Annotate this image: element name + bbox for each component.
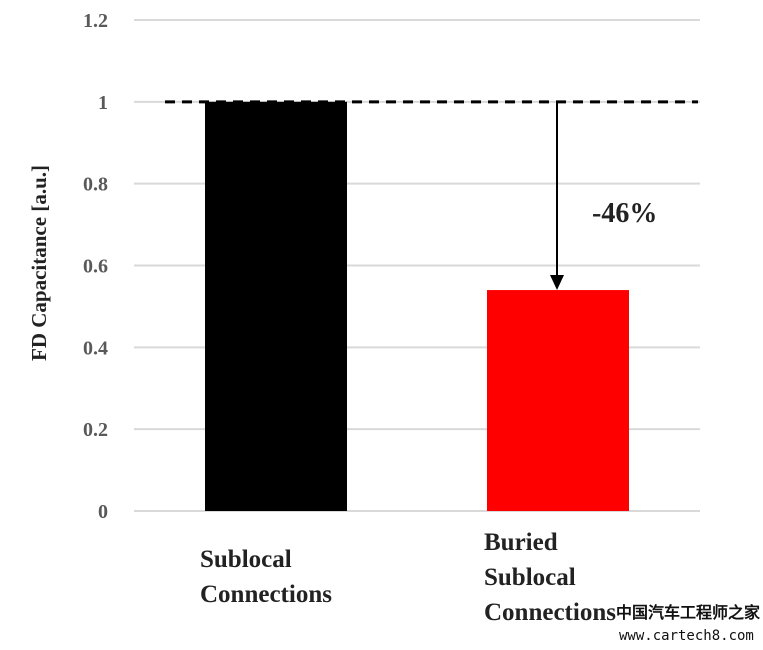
watermark-title: 中国汽车工程师之家 (616, 603, 761, 622)
category-labels: Sublocal Connections Buried Sublocal Connect… (200, 529, 616, 626)
y-tick-labels: 0 0.2 0.4 0.6 0.8 1 1.2 (83, 10, 108, 523)
category-label-line: Sublocal (484, 564, 576, 591)
category-label-line: Connections (484, 599, 616, 626)
annotation-arrow-head (550, 275, 564, 291)
category-label-line: Connections (200, 581, 332, 608)
annotation-label: -46% (592, 198, 657, 229)
y-tick-label: 1.2 (83, 10, 108, 32)
y-tick-label: 1 (98, 92, 108, 114)
y-axis-label: FD Capacitance [a.u.] (27, 165, 51, 361)
y-tick-label: 0 (98, 501, 108, 523)
watermark: 中国汽车工程师之家 www.cartech8.com (616, 603, 761, 644)
bar (205, 101, 347, 511)
category-label-line: Sublocal (200, 546, 292, 573)
watermark-url: www.cartech8.com (619, 628, 754, 644)
category-label-line: Buried (484, 529, 558, 556)
y-tick-label: 0.4 (83, 337, 108, 359)
y-tick-label: 0.8 (83, 174, 108, 196)
bar (487, 290, 629, 511)
annotation-group: -46% (550, 101, 657, 291)
y-tick-label: 0.6 (83, 256, 108, 278)
y-tick-label: 0.2 (83, 419, 108, 441)
bars (205, 101, 629, 511)
